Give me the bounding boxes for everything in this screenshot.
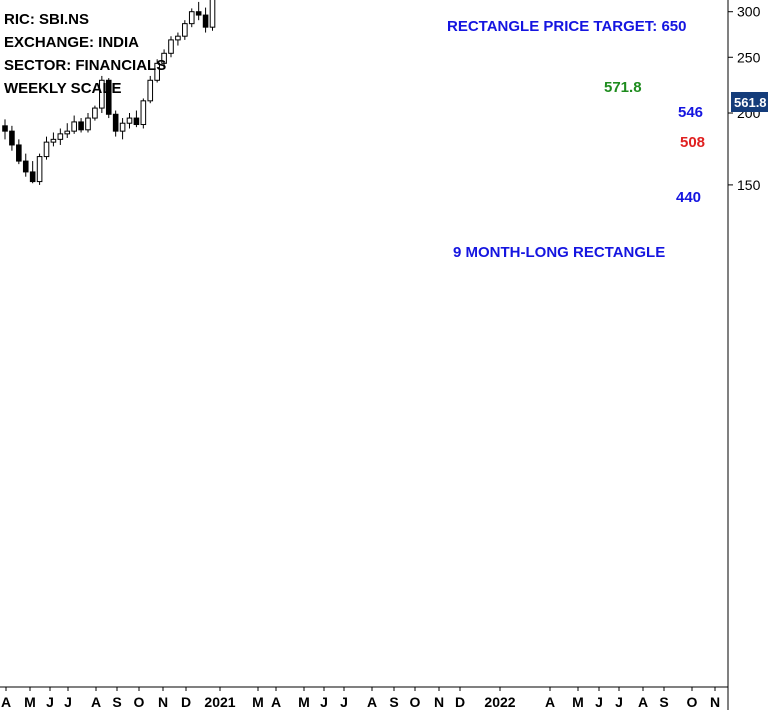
x-tick-label: 2022 (484, 694, 515, 710)
candle-body (85, 117, 91, 131)
candle-body (195, 11, 202, 16)
candle-body (64, 130, 71, 135)
candle-body (154, 62, 160, 81)
candle-body (209, 0, 216, 28)
y-tick-label: 150 (737, 177, 761, 193)
high-label: 571.8 (604, 79, 642, 96)
candle-body (188, 11, 195, 25)
x-tick-label: M (572, 694, 584, 710)
x-tick-label: A (271, 694, 281, 710)
candle-body (16, 144, 22, 162)
candle-body (50, 138, 57, 143)
x-tick-label: J (595, 694, 603, 710)
y-tick-label: 250 (737, 49, 761, 65)
candle-body (92, 107, 98, 119)
x-tick-label: S (389, 694, 398, 710)
last-price-tag: 561.8 (731, 92, 768, 112)
x-tick-label: A (1, 694, 11, 710)
x-tick-label: A (638, 694, 648, 710)
candle-body (105, 79, 112, 115)
x-tick-label: N (434, 694, 444, 710)
candle-body (71, 121, 77, 132)
x-tick-label: D (455, 694, 465, 710)
candle-body (133, 117, 140, 126)
target-annotation: RECTANGLE PRICE TARGET: 650 (447, 18, 687, 35)
x-tick-label: 2021 (204, 694, 235, 710)
x-tick-label: S (659, 694, 668, 710)
x-tick-label: J (64, 694, 72, 710)
x-tick-label: S (112, 694, 121, 710)
x-tick-label: J (46, 694, 54, 710)
candle-body (140, 100, 147, 126)
x-tick-label: M (298, 694, 310, 710)
time-axis: A M J J A S O N D 2021 M A M J J A S O N D 2022 A M J J A S O N (1, 687, 720, 710)
candle-body (126, 117, 133, 124)
candles (2, 0, 216, 185)
x-tick-label: M (24, 694, 36, 710)
x-tick-label: A (367, 694, 377, 710)
candle-body (147, 79, 154, 102)
candle-body (202, 14, 209, 28)
x-tick-label: O (134, 694, 145, 710)
candle-body (182, 23, 188, 37)
candle-body (2, 125, 8, 132)
pattern-annotation: 9 MONTH-LONG RECTANGLE (453, 244, 666, 261)
candle-body (99, 79, 105, 109)
exchange-label: EXCHANGE: INDIA (4, 34, 140, 51)
candle-body (175, 35, 181, 41)
candle-body (43, 141, 50, 158)
ric-label: RIC: SBI.NS (4, 11, 90, 28)
candle-body (112, 113, 119, 132)
candle-body (161, 52, 167, 64)
candle-body (36, 156, 43, 183)
sector-label: SECTOR: FINANCIALS (4, 57, 167, 74)
candle-body (168, 39, 174, 54)
x-tick-label: J (340, 694, 348, 710)
x-tick-label: O (687, 694, 698, 710)
candle-body (9, 130, 15, 146)
candle-body (22, 160, 29, 173)
x-tick-label: N (710, 694, 720, 710)
resistance-label: 546 (678, 104, 704, 121)
support-label: 440 (676, 189, 702, 206)
scale-label: WEEKLY SCALE (4, 80, 122, 97)
x-tick-label: D (181, 694, 191, 710)
y-tick-label: 300 (737, 4, 761, 20)
candle-body (119, 122, 126, 132)
x-tick-label: A (91, 694, 101, 710)
x-tick-label: O (410, 694, 421, 710)
candle-body (29, 171, 36, 183)
info-block: RIC: SBI.NS EXCHANGE: INDIA SECTOR: FINA… (4, 8, 166, 100)
candle-body (78, 121, 84, 131)
x-tick-label: N (158, 694, 168, 710)
stop-label: 508 (680, 134, 706, 151)
x-tick-label: A (545, 694, 555, 710)
candle-body (57, 133, 64, 140)
x-tick-label: J (320, 694, 328, 710)
x-tick-label: M (252, 694, 264, 710)
x-tick-label: J (615, 694, 623, 710)
last-price-label: 561.8 (734, 95, 767, 110)
